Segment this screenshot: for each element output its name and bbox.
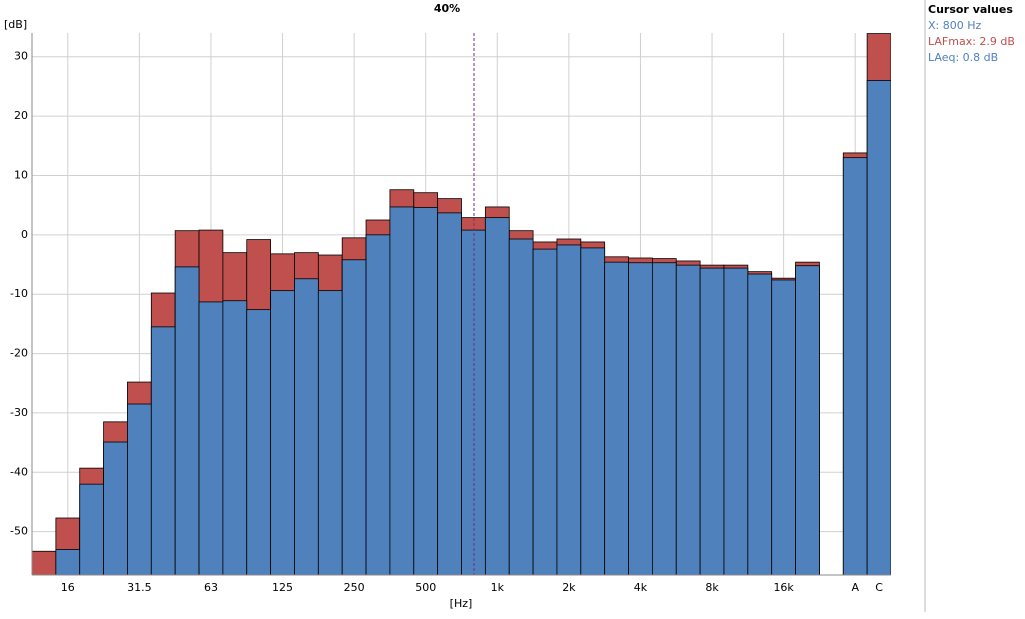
y-tick-label: -40 — [10, 465, 28, 478]
bar — [508, 238, 534, 575]
x-tick-label: 31.5 — [127, 581, 152, 594]
y-tick-label: -30 — [10, 406, 28, 419]
y-axis-label: [dB] — [4, 18, 27, 31]
bar — [79, 483, 104, 575]
bar — [699, 267, 725, 575]
bar — [413, 207, 439, 575]
x-tick-label: 16 — [61, 581, 75, 594]
bar — [150, 326, 176, 575]
bar — [795, 265, 820, 575]
x-tick-label: 8k — [705, 581, 719, 594]
bar — [675, 264, 701, 575]
legend-entry: LAFmax: 2.9 dB — [928, 35, 1015, 48]
y-tick-label: -10 — [10, 287, 28, 300]
y-tick-label: 0 — [21, 228, 28, 241]
bar — [103, 441, 128, 575]
bar — [628, 262, 653, 575]
bar — [294, 278, 319, 575]
x-tick-label: 2k — [562, 581, 576, 594]
cursor-x: X: 800 Hz — [928, 19, 982, 32]
cursor-title: Cursor values — [928, 3, 1013, 16]
x-tick-label: 1k — [491, 581, 505, 594]
x-tick-label: 250 — [344, 581, 365, 594]
bar — [866, 80, 891, 575]
bar — [556, 244, 582, 575]
legend-entry: LAeq: 0.8 dB — [928, 51, 998, 64]
bar — [341, 259, 367, 575]
bar — [317, 290, 343, 575]
bar — [723, 267, 749, 575]
bar — [461, 229, 486, 575]
bar — [270, 290, 295, 575]
x-axis-label: [Hz] — [450, 597, 473, 610]
x-tick-label: A — [851, 581, 859, 594]
bar — [246, 309, 272, 575]
legend-name: LAeq — [928, 51, 955, 64]
y-tick-label: 20 — [14, 109, 28, 122]
legend-value: : 2.9 dB — [972, 35, 1015, 48]
bar — [484, 217, 510, 575]
legend-value: : 0.8 dB — [955, 51, 998, 64]
bar — [771, 279, 796, 575]
bar — [32, 574, 57, 575]
bar — [651, 262, 677, 575]
bar — [365, 234, 391, 575]
bar — [32, 550, 57, 575]
bar — [174, 266, 200, 575]
x-tick-label: C — [875, 581, 883, 594]
bar — [604, 261, 629, 575]
y-tick-label: -20 — [10, 347, 28, 360]
bar — [127, 403, 152, 575]
x-tick-label: 16k — [773, 581, 794, 594]
bars — [32, 33, 891, 575]
bar — [580, 247, 606, 575]
bar — [198, 301, 224, 575]
bar — [389, 206, 415, 575]
bar — [222, 300, 248, 575]
x-tick-label: 63 — [204, 581, 218, 594]
y-tick-label: 10 — [14, 168, 28, 181]
x-tick-label: 125 — [272, 581, 293, 594]
bar — [747, 273, 773, 575]
chart-title: 40% — [434, 2, 460, 15]
y-tick-label: 30 — [14, 50, 28, 63]
bar — [437, 212, 462, 575]
bar — [55, 549, 81, 575]
bar — [842, 157, 868, 575]
legend: LAFmax: 2.9 dB LAeq: 0.8 dB — [928, 35, 1015, 64]
legend-name: LAFmax — [928, 35, 973, 48]
y-tick-label: -50 — [10, 525, 28, 538]
x-tick-label: 500 — [415, 581, 436, 594]
bar — [532, 248, 558, 575]
x-tick-label: 4k — [634, 581, 648, 594]
